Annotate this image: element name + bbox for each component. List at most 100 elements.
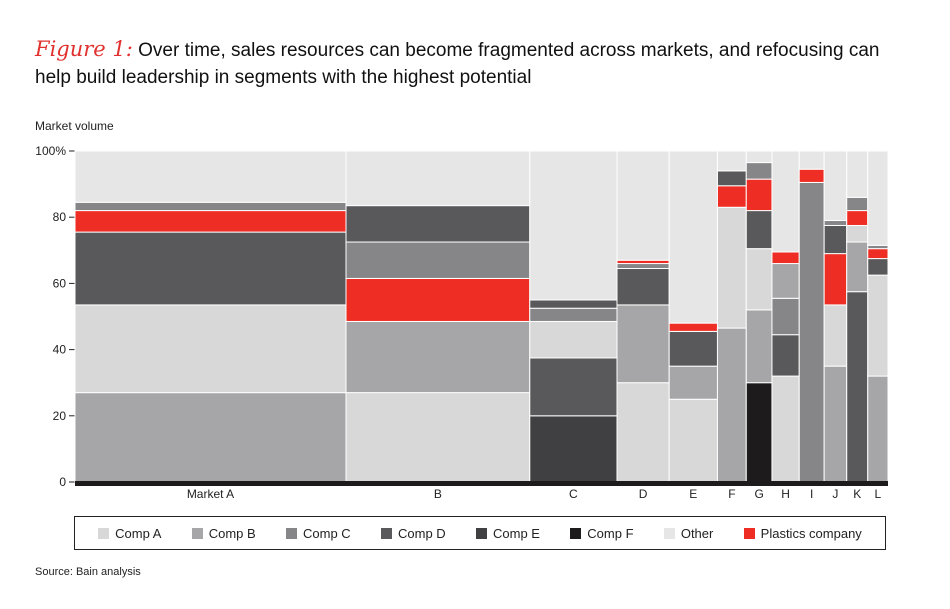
legend-item-comp-a: Comp A	[98, 526, 161, 541]
segment-comp-c	[771, 297, 800, 336]
y-axis-label: Market volume	[35, 119, 114, 133]
segment-plastics-company	[668, 322, 718, 332]
segment-comp-c	[846, 196, 869, 212]
segment-comp-a	[668, 398, 718, 483]
segment-plastics-company	[74, 210, 347, 233]
legend-item-comp-e: Comp E	[476, 526, 540, 541]
segment-other	[846, 150, 869, 198]
segment-other	[716, 150, 747, 172]
segment-comp-d	[74, 231, 347, 306]
x-category-label: G	[754, 487, 763, 501]
legend-item-comp-f: Comp F	[570, 525, 634, 541]
figure-label: Figure 1:	[35, 37, 133, 61]
segment-other	[345, 150, 531, 207]
y-tick-label: 20	[53, 409, 67, 423]
segment-other	[668, 150, 718, 324]
x-category-label: E	[689, 487, 697, 501]
segment-plastics-company	[345, 277, 531, 322]
market-column-d	[616, 150, 670, 483]
x-category-label: L	[875, 487, 882, 501]
legend-item-plastics-company: Plastics company	[743, 525, 862, 541]
segment-plastics-company	[798, 168, 825, 183]
segment-comp-a	[771, 375, 800, 483]
segment-comp-d	[846, 291, 869, 483]
segment-comp-d	[716, 170, 747, 187]
segment-other	[74, 150, 347, 203]
segment-comp-d	[823, 224, 848, 255]
segment-comp-b	[345, 320, 531, 394]
segment-plastics-company	[716, 185, 747, 208]
legend-swatch	[743, 527, 755, 539]
segment-comp-b	[846, 241, 869, 293]
legend-item-other: Other	[663, 525, 714, 541]
segment-comp-d	[867, 258, 889, 276]
segment-comp-a	[74, 304, 347, 394]
legend-label: Comp C	[303, 525, 351, 541]
market-column-e	[668, 150, 718, 483]
segment-plastics-company	[771, 251, 800, 265]
segment-comp-d	[668, 330, 718, 367]
legend-swatch	[570, 527, 582, 539]
y-tick-label: 40	[53, 343, 67, 357]
x-category-label: Market A	[187, 487, 234, 501]
segment-plastics-company	[867, 248, 889, 260]
segment-comp-d	[345, 205, 531, 243]
legend: Comp A Comp B Comp C Comp D Comp E Comp F Othe…	[74, 516, 886, 550]
legend-swatch	[476, 527, 487, 539]
segment-comp-d	[616, 268, 670, 306]
x-category-label: B	[434, 487, 442, 501]
x-category-label: K	[853, 487, 861, 501]
legend-label: Comp F	[587, 525, 634, 541]
segment-comp-b	[823, 365, 848, 483]
title-text: Over time, sales resources can become fr…	[35, 40, 880, 88]
legend-label: Other	[680, 525, 714, 541]
segment-plastics-company	[745, 178, 773, 212]
x-category-label: H	[781, 487, 790, 501]
segment-comp-c	[823, 220, 848, 226]
legend-label: Plastics company	[760, 525, 862, 541]
market-column-market-a	[74, 150, 347, 483]
segment-comp-b	[616, 304, 670, 384]
segment-comp-d	[745, 210, 773, 250]
market-column-k	[846, 150, 869, 483]
market-column-l	[867, 150, 889, 483]
segment-comp-d	[529, 357, 618, 417]
segment-comp-e	[529, 415, 618, 483]
market-column-j	[823, 150, 848, 483]
segment-comp-b	[716, 327, 747, 483]
market-column-b	[345, 150, 531, 483]
source-note: Source: Bain analysis	[35, 566, 141, 578]
segment-comp-b	[74, 392, 347, 483]
chart-title: Figure 1: Over time, sales resources can…	[35, 36, 915, 91]
x-category-label: D	[639, 487, 648, 501]
segment-other	[798, 150, 825, 170]
legend-swatch	[191, 527, 203, 539]
segment-comp-a	[867, 274, 889, 377]
segment-other	[771, 150, 800, 253]
segment-comp-a	[745, 248, 773, 311]
segment-comp-a	[616, 382, 670, 483]
legend-item-comp-d: Comp D	[381, 526, 446, 541]
segment-other	[529, 150, 618, 301]
segment-comp-a	[846, 224, 869, 243]
segment-comp-b	[771, 263, 800, 299]
segment-comp-c	[798, 181, 825, 483]
y-tick-label: 80	[53, 210, 67, 224]
y-tick-label: 100%	[35, 144, 66, 158]
legend-label: Comp B	[208, 525, 256, 541]
x-axis-baseline	[75, 481, 888, 486]
y-tick-label: 0	[59, 475, 66, 489]
segment-other	[745, 150, 773, 164]
segment-comp-b	[867, 375, 889, 483]
x-category-label: I	[810, 487, 813, 501]
segment-comp-a	[529, 320, 618, 359]
segment-comp-d	[771, 334, 800, 377]
segment-other	[823, 150, 848, 222]
segment-comp-f	[745, 382, 773, 483]
x-category-label: J	[832, 487, 838, 501]
segment-comp-b	[745, 309, 773, 384]
segment-comp-c	[529, 307, 618, 322]
market-column-g	[745, 150, 773, 483]
legend-label: Comp D	[398, 525, 446, 541]
